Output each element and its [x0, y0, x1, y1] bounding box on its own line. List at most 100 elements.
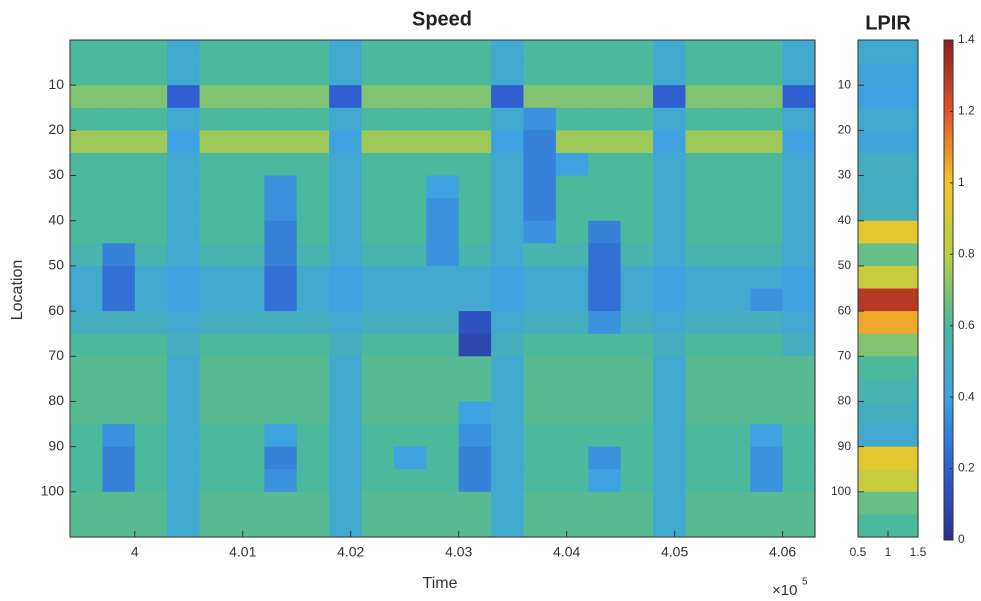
heatmap-cell [588, 130, 622, 154]
heatmap-cell [264, 288, 298, 312]
heatmap-cell [620, 62, 654, 86]
heatmap-cell [588, 378, 622, 403]
heatmap-cell [393, 220, 427, 244]
heatmap-cell [620, 175, 654, 199]
heatmap-cell [167, 446, 201, 470]
heatmap-cell [555, 378, 589, 403]
heatmap-cell [750, 198, 784, 222]
heatmap-cell [458, 446, 492, 470]
heatmap-cell [426, 424, 460, 448]
heatmap-cell [264, 175, 298, 199]
heatmap-cell [653, 469, 687, 493]
heatmap-cell [426, 107, 460, 131]
heatmap-cell [199, 401, 233, 425]
heatmap-cell [523, 220, 557, 244]
heatmap-cell [620, 491, 654, 516]
heatmap-cell [102, 491, 136, 516]
heatmap-cell [782, 446, 816, 470]
heatmap-cell [199, 288, 233, 312]
heatmap-cell [167, 198, 201, 222]
heatmap-cell [426, 40, 460, 64]
heatmap-cell [750, 514, 784, 538]
heatmap-cell [523, 446, 557, 470]
heatmap-cell [296, 107, 330, 131]
y-tick-label: 20 [48, 121, 64, 137]
heatmap-cell [426, 446, 460, 470]
heatmap-cell [588, 62, 622, 86]
heatmap-cell [167, 62, 201, 86]
y-tick-label: 30 [838, 168, 852, 182]
heatmap-cell [393, 130, 427, 154]
heatmap-cell [588, 175, 622, 199]
heatmap-cell [199, 62, 233, 86]
heatmap-cell [231, 85, 265, 109]
heatmap-cell [653, 107, 687, 131]
heatmap-cell [491, 220, 525, 244]
heatmap-cell [458, 311, 492, 335]
heatmap-cell [458, 378, 492, 403]
x-tick-label: 4 [131, 544, 139, 560]
heatmap-cell [858, 243, 919, 267]
heatmap-cell [555, 491, 589, 516]
heatmap-cell [782, 220, 816, 244]
heatmap-cell [231, 243, 265, 267]
colorbar-tick-label: 0.8 [958, 246, 975, 260]
heatmap-cell [782, 288, 816, 312]
heatmap-cell [264, 85, 298, 109]
heatmap-cell [555, 514, 589, 538]
heatmap-cell [588, 220, 622, 244]
heatmap-cell [329, 424, 363, 448]
heatmap-cell [167, 130, 201, 154]
heatmap-cell [685, 356, 719, 380]
heatmap-cell [458, 491, 492, 516]
heatmap-cell [523, 288, 557, 312]
heatmap-cell [653, 198, 687, 222]
heatmap-cell [588, 333, 622, 357]
heatmap-cell [70, 243, 103, 267]
heatmap-cell [361, 514, 395, 538]
heatmap-cell [750, 491, 784, 516]
heatmap-cell [134, 446, 168, 470]
heatmap-cell [426, 220, 460, 244]
heatmap-cell [750, 333, 784, 357]
heatmap-cell [782, 198, 816, 222]
heatmap-cell [70, 175, 103, 199]
heatmap-cell [102, 175, 136, 199]
y-tick-label: 80 [48, 392, 64, 408]
heatmap-cell [555, 265, 589, 290]
heatmap-cell [167, 175, 201, 199]
x-axis-label: Time [423, 575, 458, 592]
heatmap-cell [70, 288, 103, 312]
heatmap-cell [393, 152, 427, 177]
heatmap-cell [717, 198, 751, 222]
heatmap-cell [858, 491, 919, 516]
heatmap-cell [717, 469, 751, 493]
heatmap-cell [588, 40, 622, 64]
y-tick-label: 70 [48, 347, 64, 363]
heatmap-cell [296, 40, 330, 64]
heatmap-cell [750, 265, 784, 290]
heatmap-cell [134, 152, 168, 177]
heatmap-cell [264, 333, 298, 357]
heatmap-cell [653, 175, 687, 199]
heatmap-cell [782, 265, 816, 290]
heatmap-cell [199, 40, 233, 64]
heatmap-cell [750, 378, 784, 403]
heatmap-cell [750, 220, 784, 244]
heatmap-cell [199, 469, 233, 493]
heatmap-cell [588, 265, 622, 290]
heatmap-cell [491, 469, 525, 493]
heatmap-cell [361, 85, 395, 109]
heatmap-cell [167, 220, 201, 244]
heatmap-cell [134, 40, 168, 64]
heatmap-cell [523, 424, 557, 448]
heatmap-cell [717, 356, 751, 380]
heatmap-cell [296, 514, 330, 538]
heatmap-cell [70, 311, 103, 335]
heatmap-cell [717, 40, 751, 64]
heatmap-cell [231, 40, 265, 64]
y-axis-label: Location [9, 260, 26, 321]
heatmap-cell [102, 514, 136, 538]
heatmap-cell [717, 401, 751, 425]
heatmap-cell [329, 288, 363, 312]
